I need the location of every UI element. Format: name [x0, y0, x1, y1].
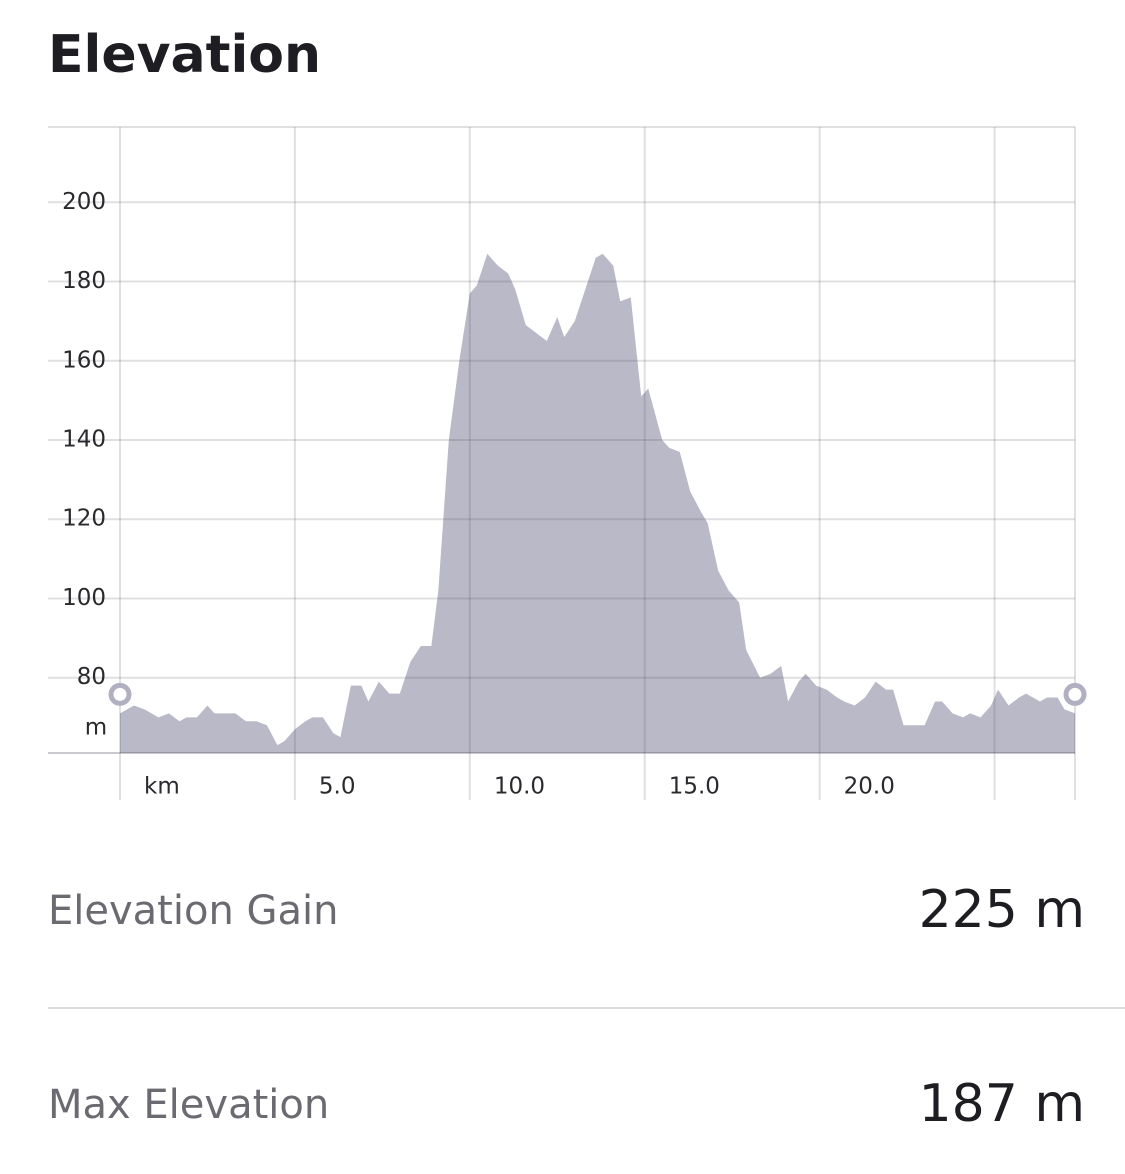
x-tick-label: km: [144, 774, 180, 800]
page-title: Elevation: [48, 25, 321, 85]
y-tick-label: 80: [77, 664, 106, 690]
endpoint-marker: [1063, 682, 1087, 706]
stat-label: Elevation Gain: [48, 888, 339, 934]
elevation-area: [120, 253, 1075, 754]
x-tick-label: 10.0: [494, 774, 545, 800]
stats: Elevation Gain 225 m Max Elevation 187 m: [48, 880, 1125, 1134]
y-tick-label: 180: [62, 268, 106, 294]
stat-value: 187 m: [919, 1074, 1085, 1134]
x-tick-label: 5.0: [319, 774, 356, 800]
elevation-chart: 80 100 120 140 160 180 200 m km 5.0 10.0 15.0 20.0: [48, 126, 1087, 800]
x-tick-label: 15.0: [669, 774, 720, 800]
stat-value: 225 m: [919, 880, 1085, 940]
y-tick-label: 120: [62, 506, 106, 532]
y-tick-label: 100: [62, 585, 106, 611]
endpoint-marker: [108, 682, 132, 706]
y-unit-label: m: [85, 715, 107, 741]
y-tick-label: 140: [62, 427, 106, 453]
y-tick-label: 160: [62, 347, 106, 373]
stat-label: Max Elevation: [48, 1082, 329, 1128]
x-tick-label: 20.0: [844, 774, 895, 800]
y-tick-label: 200: [62, 189, 106, 215]
